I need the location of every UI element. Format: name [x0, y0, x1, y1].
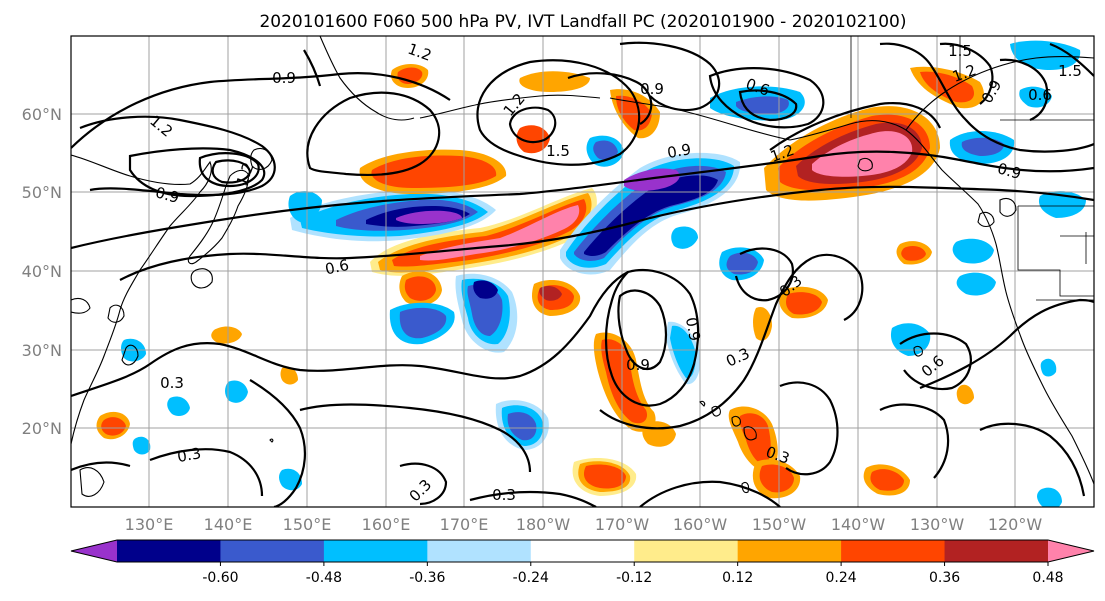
lon-tick-label: 170°E [440, 515, 489, 534]
colorbar: -0.60 -0.48 -0.36 -0.24 -0.12 0.12 0.24 0.36 0.4… [70, 539, 1095, 586]
colorbar-tick-label: -0.24 [513, 570, 549, 586]
lon-tick-label: 140°W [831, 515, 886, 534]
lon-tick-label: 130°E [125, 515, 174, 534]
contour-label: 0.9 [666, 140, 693, 162]
colorbar-segment [427, 540, 532, 562]
lon-tick-label: 150°W [752, 515, 807, 534]
lat-tick-label: 20°N [22, 419, 62, 438]
lon-tick-label: 150°E [283, 515, 332, 534]
colorbar-segment [841, 540, 946, 562]
colorbar-segment [634, 540, 739, 562]
lon-tick-label: 160°E [362, 515, 411, 534]
contour-label: 0.3 [160, 374, 184, 392]
contour-label: 0.9 [640, 80, 664, 98]
contour-label: 0.9 [626, 356, 650, 374]
latitude-ticks: 60°N 50°N 40°N 30°N 20°N [22, 105, 62, 438]
colorbar-segment [737, 540, 842, 562]
contour-label: 0.6 [1028, 86, 1052, 104]
contour-label: 0.6 [323, 256, 350, 279]
lon-tick-label: 160°W [673, 515, 728, 534]
colorbar-tick-label: 0.24 [826, 570, 857, 586]
contour-label: 1.5 [546, 142, 570, 160]
contour-label: 0.9 [995, 159, 1023, 183]
lon-tick-label: 180°W [516, 515, 571, 534]
contour-label: 1.5 [948, 42, 972, 60]
colorbar-tick-label: -0.48 [306, 570, 342, 586]
colorbar-segment [220, 540, 325, 562]
coastlines [71, 36, 1094, 497]
colorbar-tick-label: -0.12 [616, 570, 652, 586]
figure-title: 2020101600 F060 500 hPa PV, IVT Landfall… [259, 12, 906, 32]
longitude-ticks: 130°E 140°E 150°E 160°E 170°E 180°W 170°… [125, 515, 1043, 534]
contour-label: 0.3 [176, 444, 203, 466]
lon-tick-label: 130°W [910, 515, 965, 534]
lon-tick-label: 170°W [595, 515, 650, 534]
contour-label: 1.5 [1058, 62, 1082, 80]
lat-tick-label: 60°N [22, 105, 62, 124]
colorbar-segment [117, 540, 221, 562]
contour-label: 0.9 [682, 316, 704, 343]
contour-labels: 1.2 0.9 1.2 1.2 0.9 1.5 0.6 0.9 1.5 1.2 … [146, 40, 1082, 505]
colorbar-tick-label: 0.12 [722, 570, 753, 586]
colorbar-segment [944, 540, 1049, 562]
colorbar-segment [323, 540, 428, 562]
colorbar-extend-high [1048, 540, 1094, 562]
lon-tick-label: 120°W [988, 515, 1043, 534]
lat-tick-label: 50°N [22, 183, 62, 202]
pv-contours [71, 41, 1094, 507]
lon-tick-label: 140°E [204, 515, 253, 534]
gridlines [71, 36, 1094, 507]
lat-tick-label: 30°N [22, 341, 62, 360]
contour-label: 0.3 [492, 486, 516, 504]
lat-tick-label: 40°N [22, 262, 62, 281]
contour-label: 0.9 [153, 183, 181, 207]
shaded-anomalies [96, 40, 1086, 507]
colorbar-outline [70, 539, 1095, 563]
contour-label: 0.9 [272, 69, 296, 87]
colorbar-tick-label: 0.36 [929, 570, 960, 586]
colorbar-extend-low [71, 540, 117, 562]
colorbar-segment [530, 540, 635, 562]
colorbar-tick-label: -0.36 [409, 570, 445, 586]
map-frame [70, 35, 1095, 508]
colorbar-tick-label: -0.60 [202, 570, 238, 586]
map-panel: 1.2 0.9 1.2 1.2 0.9 1.5 0.6 0.9 1.5 1.2 … [71, 36, 1094, 507]
colorbar-tick-label: 0.48 [1032, 570, 1063, 586]
